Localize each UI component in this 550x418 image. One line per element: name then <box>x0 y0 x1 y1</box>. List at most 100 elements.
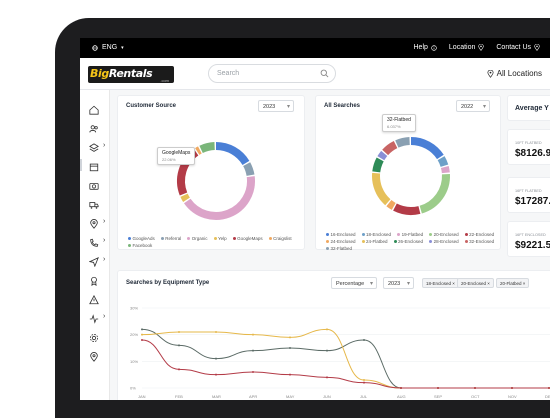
layers-icon <box>89 143 99 152</box>
donut-slice-32-enclosed[interactable] <box>382 140 398 156</box>
legend-item[interactable]: Yelp <box>213 236 227 241</box>
legend-item[interactable]: 32-Enclosed <box>464 239 494 244</box>
legend-item[interactable]: GoogleAds <box>128 236 155 241</box>
data-point[interactable] <box>289 373 291 376</box>
data-point[interactable] <box>252 349 254 352</box>
donut-slice-28-enclosed[interactable] <box>377 150 388 161</box>
data-point[interactable] <box>363 339 365 341</box>
language-selector[interactable]: ENG ▾ <box>92 44 124 51</box>
close-icon[interactable]: × <box>452 281 455 286</box>
sidebar-item-camera[interactable] <box>89 178 103 190</box>
data-point[interactable] <box>141 333 143 336</box>
location-pin-icon <box>534 44 540 51</box>
data-point[interactable] <box>289 347 291 349</box>
data-point[interactable] <box>363 381 365 384</box>
donut-slice-16-enclosed[interactable] <box>410 137 444 160</box>
filter-tag[interactable]: 20-Flatbed × <box>496 278 530 288</box>
data-point[interactable] <box>252 333 254 336</box>
data-point[interactable] <box>363 379 365 381</box>
filter-tag[interactable]: 20-Enclosed × <box>457 278 494 288</box>
sidebar-item-award[interactable] <box>89 273 103 286</box>
legend-item[interactable]: Referral <box>160 236 181 241</box>
year-select[interactable]: 2023 ▾ <box>383 277 414 289</box>
sidebar-item-map-pin[interactable]: › <box>89 216 105 229</box>
close-icon[interactable]: × <box>487 281 490 286</box>
data-point[interactable] <box>215 331 217 333</box>
donut-slice-20-enclosed[interactable] <box>419 173 450 214</box>
donut-slice-22-enclosed[interactable] <box>393 203 421 215</box>
data-point[interactable] <box>326 376 328 379</box>
sidebar-item-calendar[interactable] <box>80 159 103 172</box>
legend-dot <box>361 240 365 243</box>
legend-item[interactable]: 16-Enclosed <box>326 232 356 237</box>
data-point[interactable] <box>141 328 143 331</box>
donut-slice-19-flatbed[interactable] <box>440 165 450 174</box>
sidebar-item-location[interactable] <box>89 349 103 362</box>
sidebar-item-alert[interactable] <box>89 292 103 305</box>
sidebar-item-users[interactable] <box>89 121 103 133</box>
legend-item[interactable]: 18-Enclosed <box>361 232 391 237</box>
data-point[interactable] <box>215 373 217 376</box>
donut-slice-referral[interactable] <box>243 162 255 177</box>
data-point[interactable] <box>141 339 143 341</box>
legend-item[interactable]: GoogleMaps <box>232 236 263 241</box>
legend-item[interactable]: 24-Enclosed <box>326 239 356 244</box>
logo[interactable]: BigRentals .com <box>88 66 174 83</box>
close-icon[interactable]: × <box>522 281 526 286</box>
filter-tag-label: 20-Enclosed <box>461 281 487 286</box>
phone-icon <box>90 238 99 247</box>
year-select[interactable]: 2022 ▾ <box>456 100 490 112</box>
data-point[interactable] <box>511 387 513 389</box>
legend-item[interactable]: 24-Flatbed <box>361 239 388 244</box>
average-panel: Average Y 10FT FLATBED $8126.9 16FT FLAT… <box>507 95 550 257</box>
chart-legend: GoogleAds Referral Organic Yelp GoogleMaps Cr… <box>128 236 303 248</box>
data-point[interactable] <box>178 344 180 347</box>
data-point[interactable] <box>215 357 217 360</box>
data-point[interactable] <box>252 371 254 373</box>
help-link[interactable]: Help <box>414 44 437 51</box>
chart-tooltip: GoogleMaps 22.06% <box>157 147 196 165</box>
sidebar-item-layers[interactable]: › <box>89 140 105 152</box>
donut-slice-craigslist[interactable] <box>195 146 202 155</box>
donut-slice-32-flatbed[interactable] <box>395 137 410 148</box>
data-point[interactable] <box>474 387 476 389</box>
mode-select[interactable]: Percentage ▾ <box>331 277 377 289</box>
donut-slice-18-enclosed[interactable] <box>437 156 449 167</box>
legend-item[interactable]: Facebook <box>128 243 152 248</box>
legend-item[interactable]: Craigslist <box>268 236 292 241</box>
location-link[interactable]: Location <box>449 44 485 51</box>
all-locations-selector[interactable]: All Locations <box>487 69 542 78</box>
data-point[interactable] <box>326 349 328 352</box>
data-point[interactable] <box>326 328 328 331</box>
legend-item[interactable]: Organic <box>187 236 208 241</box>
legend-item[interactable]: 26-Enclosed <box>393 239 423 244</box>
data-point[interactable] <box>400 387 402 389</box>
sidebar-item-settings[interactable] <box>89 330 103 343</box>
x-tick-label: FEB <box>175 394 183 399</box>
sidebar-item-truck[interactable] <box>89 197 103 209</box>
year-select[interactable]: 2023 ▾ <box>258 100 294 112</box>
donut-slice-24-enclosed[interactable] <box>386 199 396 210</box>
donut-slice-26-enclosed[interactable] <box>372 157 384 173</box>
data-point[interactable] <box>178 331 180 333</box>
legend-item[interactable]: 19-Flatbed <box>397 232 423 237</box>
legend-item[interactable]: 20-Enclosed <box>429 232 459 237</box>
data-point[interactable] <box>178 368 180 371</box>
chevron-down-icon: ▾ <box>482 104 486 110</box>
contact-us-link[interactable]: Contact Us <box>496 44 540 51</box>
legend-item[interactable]: 28-Enclosed <box>429 239 459 244</box>
donut-slice-24-flatbed[interactable] <box>372 172 391 206</box>
donut-slice-facebook[interactable] <box>199 142 215 154</box>
data-point[interactable] <box>289 336 291 339</box>
legend-item[interactable]: 22-Enclosed <box>464 232 494 237</box>
sidebar-item-send[interactable]: › <box>88 254 105 268</box>
sidebar-item-activity[interactable]: › <box>89 311 105 324</box>
donut-slice-googleads[interactable] <box>215 142 250 166</box>
donut-slice-yelp[interactable] <box>180 193 190 202</box>
legend-item[interactable]: 32-Flatbed <box>326 246 352 251</box>
search-input[interactable]: Search <box>208 64 336 83</box>
donut-slice-organic[interactable] <box>183 176 255 220</box>
sidebar-item-home[interactable] <box>89 102 103 115</box>
data-point[interactable] <box>437 387 439 389</box>
sidebar-item-phone[interactable]: › <box>89 235 105 247</box>
